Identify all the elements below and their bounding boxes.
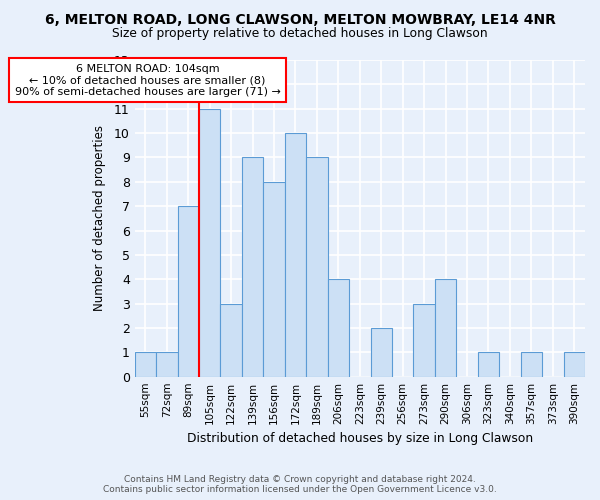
Bar (521, 352, 542, 376)
Bar (563, 352, 585, 376)
Bar (478, 352, 499, 376)
Bar (199, 108, 220, 376)
Bar (263, 182, 285, 376)
Text: 6, MELTON ROAD, LONG CLAWSON, MELTON MOWBRAY, LE14 4NR: 6, MELTON ROAD, LONG CLAWSON, MELTON MOW… (44, 12, 556, 26)
Text: Contains HM Land Registry data © Crown copyright and database right 2024.
Contai: Contains HM Land Registry data © Crown c… (103, 474, 497, 494)
Bar (156, 352, 178, 376)
Y-axis label: Number of detached properties: Number of detached properties (92, 126, 106, 312)
Bar (413, 304, 435, 376)
Bar (371, 328, 392, 376)
Bar (242, 158, 263, 376)
Text: 6 MELTON ROAD: 104sqm
← 10% of detached houses are smaller (8)
90% of semi-detac: 6 MELTON ROAD: 104sqm ← 10% of detached … (14, 64, 280, 97)
Bar (220, 304, 242, 376)
Bar (306, 158, 328, 376)
Bar (435, 279, 457, 376)
Bar (178, 206, 199, 376)
Bar (134, 352, 156, 376)
X-axis label: Distribution of detached houses by size in Long Clawson: Distribution of detached houses by size … (187, 432, 533, 445)
Bar (285, 133, 306, 376)
Bar (328, 279, 349, 376)
Text: Size of property relative to detached houses in Long Clawson: Size of property relative to detached ho… (112, 28, 488, 40)
